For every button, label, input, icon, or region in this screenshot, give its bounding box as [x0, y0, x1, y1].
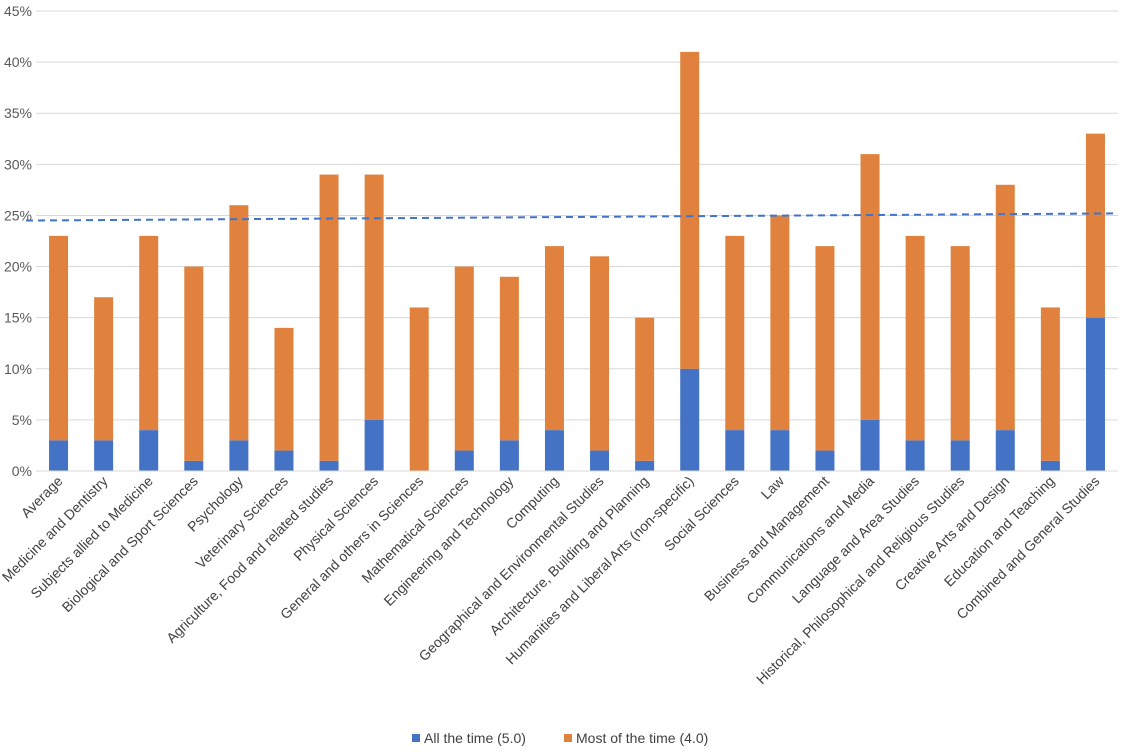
bar-segment-series-0 — [319, 460, 339, 471]
gridlines — [36, 10, 1118, 421]
bar-segment-series-1 — [1085, 133, 1105, 318]
bar-segment-series-1 — [499, 276, 519, 441]
bar-segment-series-1 — [454, 266, 474, 451]
bar-segment-series-0 — [94, 440, 114, 471]
legend-label: All the time (5.0) — [424, 730, 526, 746]
bar-segment-series-0 — [274, 450, 294, 471]
bar-segment-series-1 — [905, 235, 925, 441]
y-tick-label: 35% — [4, 105, 32, 121]
bar-segment-series-0 — [590, 450, 610, 471]
bar-segment-series-1 — [995, 184, 1015, 431]
bar-segment-series-1 — [319, 174, 339, 461]
y-tick-label: 40% — [4, 54, 32, 70]
legend-swatch — [412, 734, 420, 742]
bar-segment-series-1 — [815, 246, 835, 451]
legend: All the time (5.0) Most of the time (4.0) — [412, 730, 708, 746]
bar-segment-series-1 — [274, 327, 294, 451]
bar-segment-series-0 — [364, 419, 384, 471]
y-tick-label: 15% — [4, 310, 32, 326]
bar-segment-series-0 — [1040, 460, 1060, 471]
bar-segment-series-0 — [905, 440, 925, 471]
bar-segment-series-0 — [860, 419, 880, 471]
bar-segment-series-0 — [454, 450, 474, 471]
bar-segment-series-1 — [364, 174, 384, 420]
trendline-line — [25, 212, 1119, 222]
bar-segment-series-1 — [770, 215, 790, 431]
x-category-label: Physical Sciences — [290, 473, 381, 564]
bar-segment-series-1 — [49, 235, 69, 441]
bar-segment-series-0 — [1085, 317, 1105, 471]
bar-segment-series-1 — [139, 235, 159, 431]
bar-segment-series-1 — [1040, 307, 1060, 461]
bar-segment-series-1 — [860, 154, 880, 420]
bar-segment-series-1 — [544, 246, 564, 431]
x-category-label: Architecture, Building and Planning — [486, 473, 651, 638]
x-category-label: Agriculture, Food and related studies — [163, 473, 336, 646]
bar-segment-series-1 — [409, 307, 429, 471]
bar-segment-series-0 — [544, 430, 564, 471]
legend-label: Most of the time (4.0) — [576, 730, 708, 746]
bar-segment-series-0 — [770, 430, 790, 471]
y-tick-label: 20% — [4, 259, 32, 275]
bar-segment-series-0 — [680, 368, 700, 471]
bar-segment-series-1 — [680, 51, 700, 369]
bar-segment-series-0 — [635, 460, 655, 471]
bars — [49, 51, 1105, 471]
bar-segment-series-0 — [139, 430, 159, 471]
bar-segment-series-0 — [950, 440, 970, 471]
legend-swatch — [564, 734, 572, 742]
bar-segment-series-1 — [229, 205, 249, 441]
bar-segment-series-1 — [725, 235, 745, 431]
x-category-label: Historical, Philosophical and Religious … — [753, 473, 967, 687]
bar-segment-series-1 — [950, 246, 970, 441]
bar-segment-series-1 — [635, 317, 655, 461]
bar-segment-series-0 — [995, 430, 1015, 471]
y-tick-label: 10% — [4, 361, 32, 377]
y-tick-label: 5% — [12, 412, 32, 428]
trendline — [25, 212, 1119, 222]
y-tick-label: 45% — [4, 3, 32, 19]
y-tick-label: 0% — [12, 463, 32, 479]
bar-segment-series-0 — [499, 440, 519, 471]
y-tick-label: 30% — [4, 156, 32, 172]
bar-segment-series-0 — [725, 430, 745, 471]
y-axis-tick-labels: 0% 5% 10% 15% 20% 25% 30% 35% 40% 45% — [4, 3, 32, 479]
bar-segment-series-1 — [94, 297, 114, 441]
bar-segment-series-0 — [184, 460, 204, 471]
x-category-label: Law — [758, 472, 788, 502]
bar-segment-series-0 — [49, 440, 69, 471]
bar-segment-series-1 — [184, 266, 204, 461]
bar-segment-series-1 — [590, 256, 610, 451]
bar-segment-series-0 — [229, 440, 249, 471]
bar-segment-series-0 — [815, 450, 835, 471]
y-tick-label: 25% — [4, 207, 32, 223]
